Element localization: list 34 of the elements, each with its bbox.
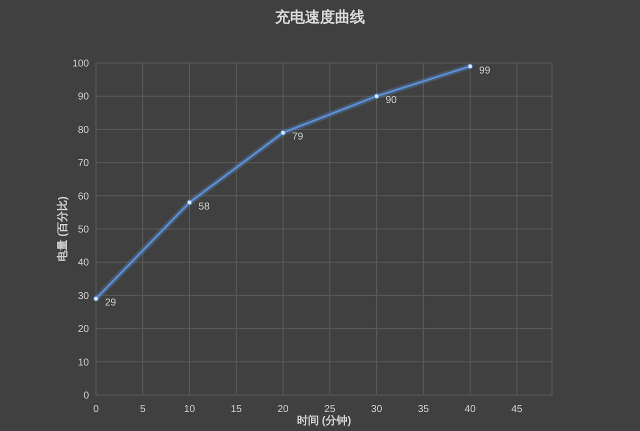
y-tick-label: 40 — [78, 258, 90, 269]
x-tick-label: 35 — [418, 404, 430, 415]
point — [468, 64, 473, 69]
data-label: 79 — [292, 132, 304, 143]
point — [280, 130, 286, 136]
x-axis-title: 时间 (分钟) — [296, 414, 352, 427]
x-tick-label: 45 — [511, 404, 523, 415]
y-tick-label: 100 — [72, 58, 90, 70]
point — [374, 94, 380, 99]
x-tick-label: 0 — [93, 404, 100, 415]
x-tick-label: 10 — [184, 404, 196, 415]
y-tick-label: 90 — [78, 92, 90, 103]
data-label: 90 — [386, 95, 398, 106]
y-axis-title: 电量 (百分比) — [56, 196, 69, 262]
y-tick-label: 60 — [78, 191, 90, 202]
x-tick-label: 5 — [140, 404, 146, 415]
y-tick-label: 70 — [78, 158, 90, 170]
x-tick-label: 30 — [371, 404, 383, 415]
chart-title: 充电速度曲线 — [274, 8, 365, 26]
y-tick-label: 80 — [78, 124, 90, 136]
x-tick-label: 20 — [278, 404, 290, 415]
x-tick-label: 15 — [230, 404, 242, 415]
x-tick-label: 40 — [464, 404, 476, 415]
y-tick-label: 30 — [78, 290, 90, 302]
y-tick-label: 50 — [78, 224, 90, 236]
y-tick-label: 10 — [78, 357, 90, 368]
point — [93, 296, 99, 302]
x-tick-label: 25 — [324, 404, 336, 415]
y-tick-label: 0 — [83, 390, 90, 402]
y-tick-label: 20 — [78, 324, 90, 336]
data-label: 58 — [198, 201, 210, 212]
data-label: 29 — [105, 298, 117, 309]
data-label: 99 — [479, 65, 491, 76]
point — [186, 200, 192, 206]
